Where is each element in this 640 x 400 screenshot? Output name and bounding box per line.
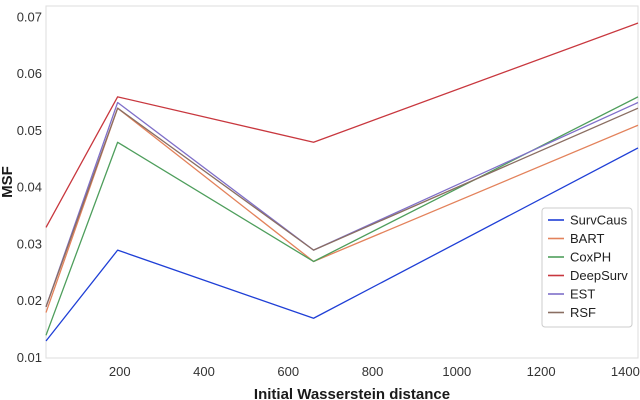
y-tick-label: 0.01 <box>17 350 42 365</box>
y-tick-label: 0.04 <box>17 180 42 195</box>
y-axis-title: MSF <box>0 166 16 198</box>
legend: SurvCaus BART CoxPH DeepSurv EST RSF <box>541 207 633 328</box>
series-line-rsf <box>45 107 639 308</box>
x-tick-label: 800 <box>362 364 384 379</box>
y-tick-label: 0.05 <box>17 123 42 138</box>
x-tick-label: 600 <box>277 364 299 379</box>
series-line-est <box>45 101 639 308</box>
x-tick-label: 400 <box>193 364 215 379</box>
plot-frame <box>45 5 639 359</box>
series-line-deepsurv <box>45 22 639 228</box>
legend-label-survcaus: SurvCaus <box>570 213 628 228</box>
x-tick-label: 200 <box>109 364 131 379</box>
x-tick-label: 1400 <box>611 364 640 379</box>
series-line-survcaus <box>45 147 639 342</box>
plot-background <box>46 6 638 358</box>
plot-border <box>45 5 639 359</box>
x-tick-label: 1200 <box>527 364 556 379</box>
series-line-bart <box>45 107 639 313</box>
legend-label-coxph: CoxPH <box>570 250 611 265</box>
y-tick-label: 0.06 <box>17 66 42 81</box>
x-axis-title: Initial Wasserstein distance <box>254 386 450 400</box>
y-tick-label: 0.03 <box>17 236 42 251</box>
y-tick-label: 0.07 <box>17 9 42 24</box>
legend-label-rsf: RSF <box>570 305 596 320</box>
y-tick-label: 0.02 <box>17 293 42 308</box>
x-tick-label: 1000 <box>442 364 471 379</box>
legend-label-bart: BART <box>570 231 604 246</box>
tick-labels: 200 400 600 800 1000 1200 1400 0.01 0.02 0.03 0.04… <box>17 9 640 379</box>
legend-label-est: EST <box>570 287 595 302</box>
legend-label-deepsurv: DeepSurv <box>570 268 628 283</box>
legend-box <box>541 207 633 328</box>
series-lines <box>45 22 639 342</box>
